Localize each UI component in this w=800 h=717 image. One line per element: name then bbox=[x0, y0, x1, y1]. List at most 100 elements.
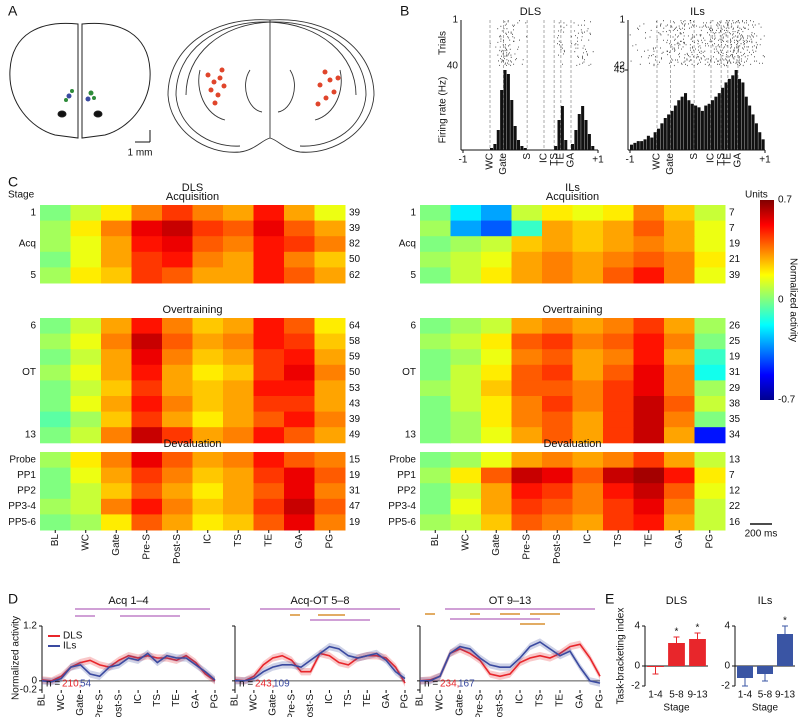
heat-cell bbox=[101, 396, 132, 413]
heat-cell bbox=[664, 514, 695, 531]
heat-cell bbox=[192, 251, 224, 268]
y-tick-label: 0 bbox=[724, 661, 730, 672]
heat-cell bbox=[101, 318, 132, 335]
heat-cell bbox=[633, 349, 665, 366]
histogram-bar bbox=[640, 141, 644, 150]
heat-cell bbox=[664, 452, 695, 469]
heat-cell bbox=[192, 514, 224, 531]
event-label: IC bbox=[706, 153, 717, 163]
x-tick-label: PG bbox=[595, 694, 606, 709]
heat-cell bbox=[192, 483, 224, 500]
heat-cell bbox=[511, 483, 543, 500]
heat-cell bbox=[664, 318, 695, 335]
event-label: IC bbox=[539, 153, 550, 163]
histogram-bar bbox=[513, 126, 517, 150]
heat-cell bbox=[223, 333, 254, 350]
heat-cell bbox=[694, 411, 726, 428]
heat-cell bbox=[101, 349, 132, 366]
heat-cell bbox=[420, 251, 451, 268]
heat-cell bbox=[603, 452, 634, 469]
unit-count: 31 bbox=[729, 367, 741, 378]
heat-cell bbox=[633, 267, 665, 284]
n-prefix: n = bbox=[424, 679, 438, 690]
heat-cell bbox=[162, 467, 193, 484]
heat-cell bbox=[284, 236, 315, 253]
trial-tick-label: 40 bbox=[447, 61, 459, 72]
heat-cell bbox=[162, 318, 193, 335]
histogram-bar bbox=[727, 78, 731, 150]
heat-cell bbox=[223, 380, 254, 397]
heat-cell bbox=[694, 396, 726, 413]
x-label: IC bbox=[202, 534, 213, 544]
x-label: IC bbox=[582, 534, 593, 544]
unit-count: 19 bbox=[729, 352, 741, 363]
heat-cell bbox=[40, 251, 71, 268]
heat-cell bbox=[481, 498, 512, 515]
x-tick-label: TS bbox=[152, 694, 163, 707]
n-value: 234, bbox=[440, 679, 459, 690]
heat-cell bbox=[101, 452, 132, 469]
unit-count: 39 bbox=[349, 223, 361, 234]
heat-cell bbox=[40, 452, 71, 469]
heat-cell bbox=[223, 498, 254, 515]
heat-cell bbox=[633, 220, 665, 237]
stage-label: 1 bbox=[30, 207, 36, 218]
heat-cell bbox=[481, 396, 512, 413]
group-title: Overtraining bbox=[163, 304, 223, 316]
heat-cell bbox=[223, 267, 254, 284]
heat-cell bbox=[420, 333, 451, 350]
event-label: Gate bbox=[498, 153, 509, 175]
x-tick-label: TE bbox=[171, 694, 182, 707]
unit-count: 53 bbox=[349, 383, 361, 394]
heat-cell bbox=[694, 498, 726, 515]
panel-title: Acq 1–4 bbox=[108, 595, 148, 607]
heat-cell bbox=[633, 467, 665, 484]
heat-cell bbox=[162, 514, 193, 531]
heat-cell bbox=[314, 427, 346, 444]
heat-cell bbox=[603, 411, 634, 428]
unit-count: 58 bbox=[349, 336, 361, 347]
heat-cell bbox=[450, 498, 482, 515]
stage-label: 13 bbox=[405, 430, 417, 441]
heat-cell bbox=[633, 251, 665, 268]
histogram-bar bbox=[584, 120, 588, 150]
heat-cell bbox=[694, 318, 726, 335]
heat-cell bbox=[542, 205, 573, 222]
x-label: TS bbox=[613, 534, 624, 547]
histogram-bar bbox=[704, 105, 708, 150]
heat-cell bbox=[70, 364, 102, 381]
histogram-bar bbox=[684, 93, 688, 150]
x-tick-label: Post-S bbox=[305, 694, 316, 717]
heat-cell bbox=[603, 251, 634, 268]
histogram-bar bbox=[724, 82, 728, 150]
heat-cell bbox=[420, 267, 451, 284]
heat-cell bbox=[223, 427, 254, 444]
heat-cell bbox=[284, 396, 315, 413]
heat-cell bbox=[40, 333, 71, 350]
heat-cell bbox=[511, 251, 543, 268]
x-tick-label: BL bbox=[415, 694, 426, 707]
heat-cell bbox=[481, 349, 512, 366]
histogram-bar bbox=[560, 106, 564, 150]
heat-cell bbox=[572, 396, 604, 413]
histogram-bar bbox=[670, 110, 674, 150]
heat-cell bbox=[603, 318, 634, 335]
heat-cell bbox=[223, 318, 254, 335]
heat-cell bbox=[603, 236, 634, 253]
unit-count: 39 bbox=[349, 414, 361, 425]
heat-cell bbox=[192, 498, 224, 515]
x-label: TE bbox=[263, 534, 274, 547]
histogram-bar bbox=[700, 110, 704, 150]
unit-count: 19 bbox=[349, 470, 361, 481]
heat-cell bbox=[101, 498, 132, 515]
panel-label: B bbox=[400, 3, 409, 19]
histogram-bar bbox=[744, 96, 748, 150]
error-band bbox=[420, 638, 600, 687]
stage-label: OT bbox=[22, 367, 36, 378]
heat-cell bbox=[70, 380, 102, 397]
histogram-bar bbox=[500, 90, 504, 150]
error-band bbox=[42, 649, 215, 686]
heat-cell bbox=[511, 205, 543, 222]
event-label: TE bbox=[723, 153, 734, 166]
colorbar-label: Normalized activity bbox=[787, 258, 798, 342]
